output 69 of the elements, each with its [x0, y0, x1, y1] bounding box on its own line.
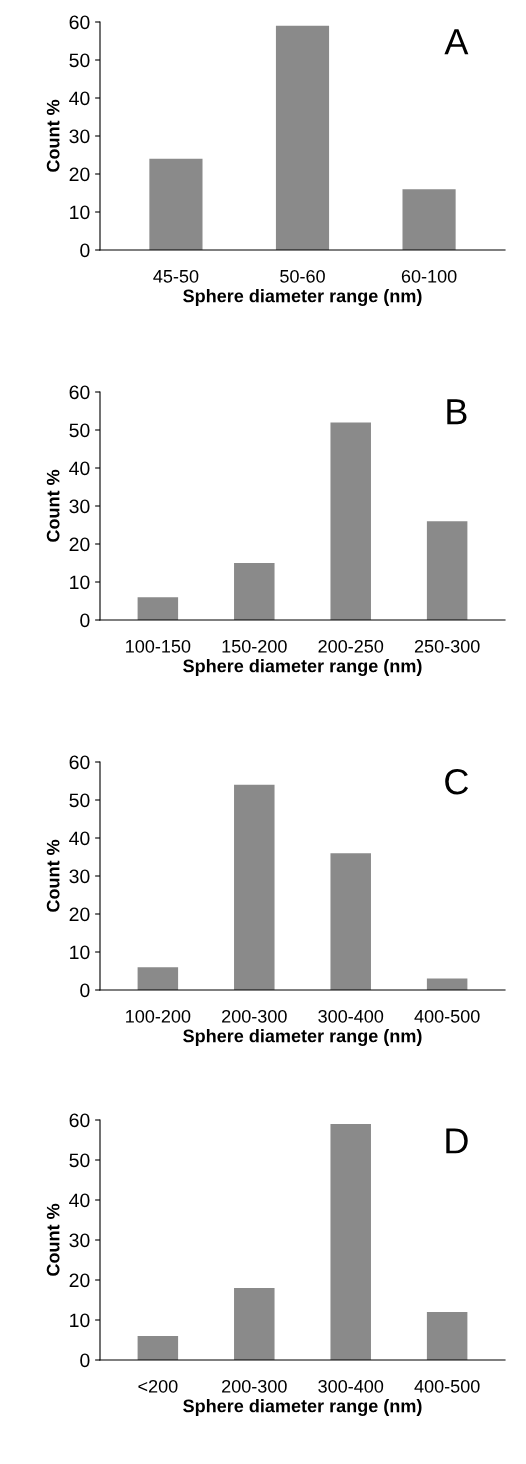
x-tick-label: 400-500	[414, 1379, 480, 1393]
y-tick-label: 20	[69, 167, 90, 182]
x-tick-label: 200-250	[318, 639, 384, 653]
x-axis-title: Sphere diameter range (nm)	[183, 659, 422, 676]
bar	[234, 784, 275, 990]
x-axis-title: Sphere diameter range (nm)	[183, 1029, 422, 1046]
annotation: A	[444, 29, 469, 55]
bar	[275, 25, 330, 250]
annotation: B	[447, 399, 467, 425]
x-tick-label: 100-200	[126, 1009, 191, 1023]
y-tick-label: 30	[69, 129, 90, 144]
y-tick-label: 0	[80, 1353, 90, 1368]
bar	[330, 853, 371, 990]
y-tick-label: 50	[69, 793, 90, 808]
bar	[137, 1336, 179, 1360]
x-tick-label: <200	[138, 1379, 178, 1393]
annotation: D	[446, 1128, 468, 1154]
y-tick-label: 40	[69, 461, 90, 476]
x-tick-label: 300-400	[318, 1009, 384, 1023]
x-tick-label: 50-60	[280, 269, 325, 283]
bar	[234, 563, 275, 620]
y-tick-label: 60	[69, 1113, 90, 1128]
y-tick-label: 20	[69, 537, 90, 552]
bar	[137, 597, 179, 620]
y-tick-label: 10	[70, 575, 90, 590]
y-tick-label: 50	[69, 53, 90, 68]
y-tick-label: 60	[69, 385, 90, 400]
x-tick-label: 60-100	[401, 269, 457, 283]
y-tick-label: 20	[69, 1273, 90, 1288]
bar	[426, 521, 468, 620]
x-axis-title: Sphere diameter range (nm)	[183, 289, 422, 306]
bar	[426, 1312, 468, 1360]
y-tick-label: 0	[80, 243, 90, 258]
x-tick-label: 250-300	[414, 639, 480, 653]
x-tick-label: 45-50	[153, 269, 199, 283]
y-tick-label: 40	[69, 1193, 90, 1208]
x-tick-label: 200-300	[222, 1009, 287, 1023]
y-axis-title: Count %	[46, 99, 60, 172]
y-tick-label: 50	[69, 1153, 90, 1168]
y-tick-label: 60	[69, 15, 90, 30]
y-tick-label: 30	[69, 869, 90, 884]
y-tick-label: 30	[69, 1233, 90, 1248]
x-tick-label: 200-300	[222, 1379, 287, 1393]
y-tick-label: 0	[80, 613, 90, 628]
y-tick-label: 10	[70, 205, 90, 220]
y-tick-label: 40	[69, 831, 90, 846]
y-tick-label: 30	[69, 499, 90, 514]
bar	[330, 422, 371, 620]
x-axis-title: Sphere diameter range (nm)	[183, 1399, 422, 1416]
y-axis-title: Count %	[46, 1203, 60, 1276]
x-tick-label: 300-400	[318, 1379, 384, 1393]
y-tick-label: 50	[69, 423, 90, 438]
y-axis-title: Count %	[46, 839, 60, 912]
bar	[402, 189, 456, 250]
y-axis-title: Count %	[46, 469, 60, 542]
bar	[137, 967, 179, 990]
x-tick-label: 400-500	[414, 1009, 480, 1023]
y-tick-label: 60	[69, 755, 90, 770]
y-tick-label: 20	[69, 907, 90, 922]
y-tick-label: 10	[70, 945, 90, 960]
bar	[330, 1124, 371, 1360]
x-tick-label: 150-200	[222, 639, 287, 653]
bar	[234, 1288, 275, 1360]
x-tick-label: 100-150	[126, 639, 191, 653]
y-tick-label: 0	[80, 983, 90, 998]
annotation: C	[445, 768, 469, 795]
bar	[149, 158, 203, 250]
y-tick-label: 40	[69, 91, 90, 106]
y-tick-label: 10	[70, 1313, 90, 1328]
